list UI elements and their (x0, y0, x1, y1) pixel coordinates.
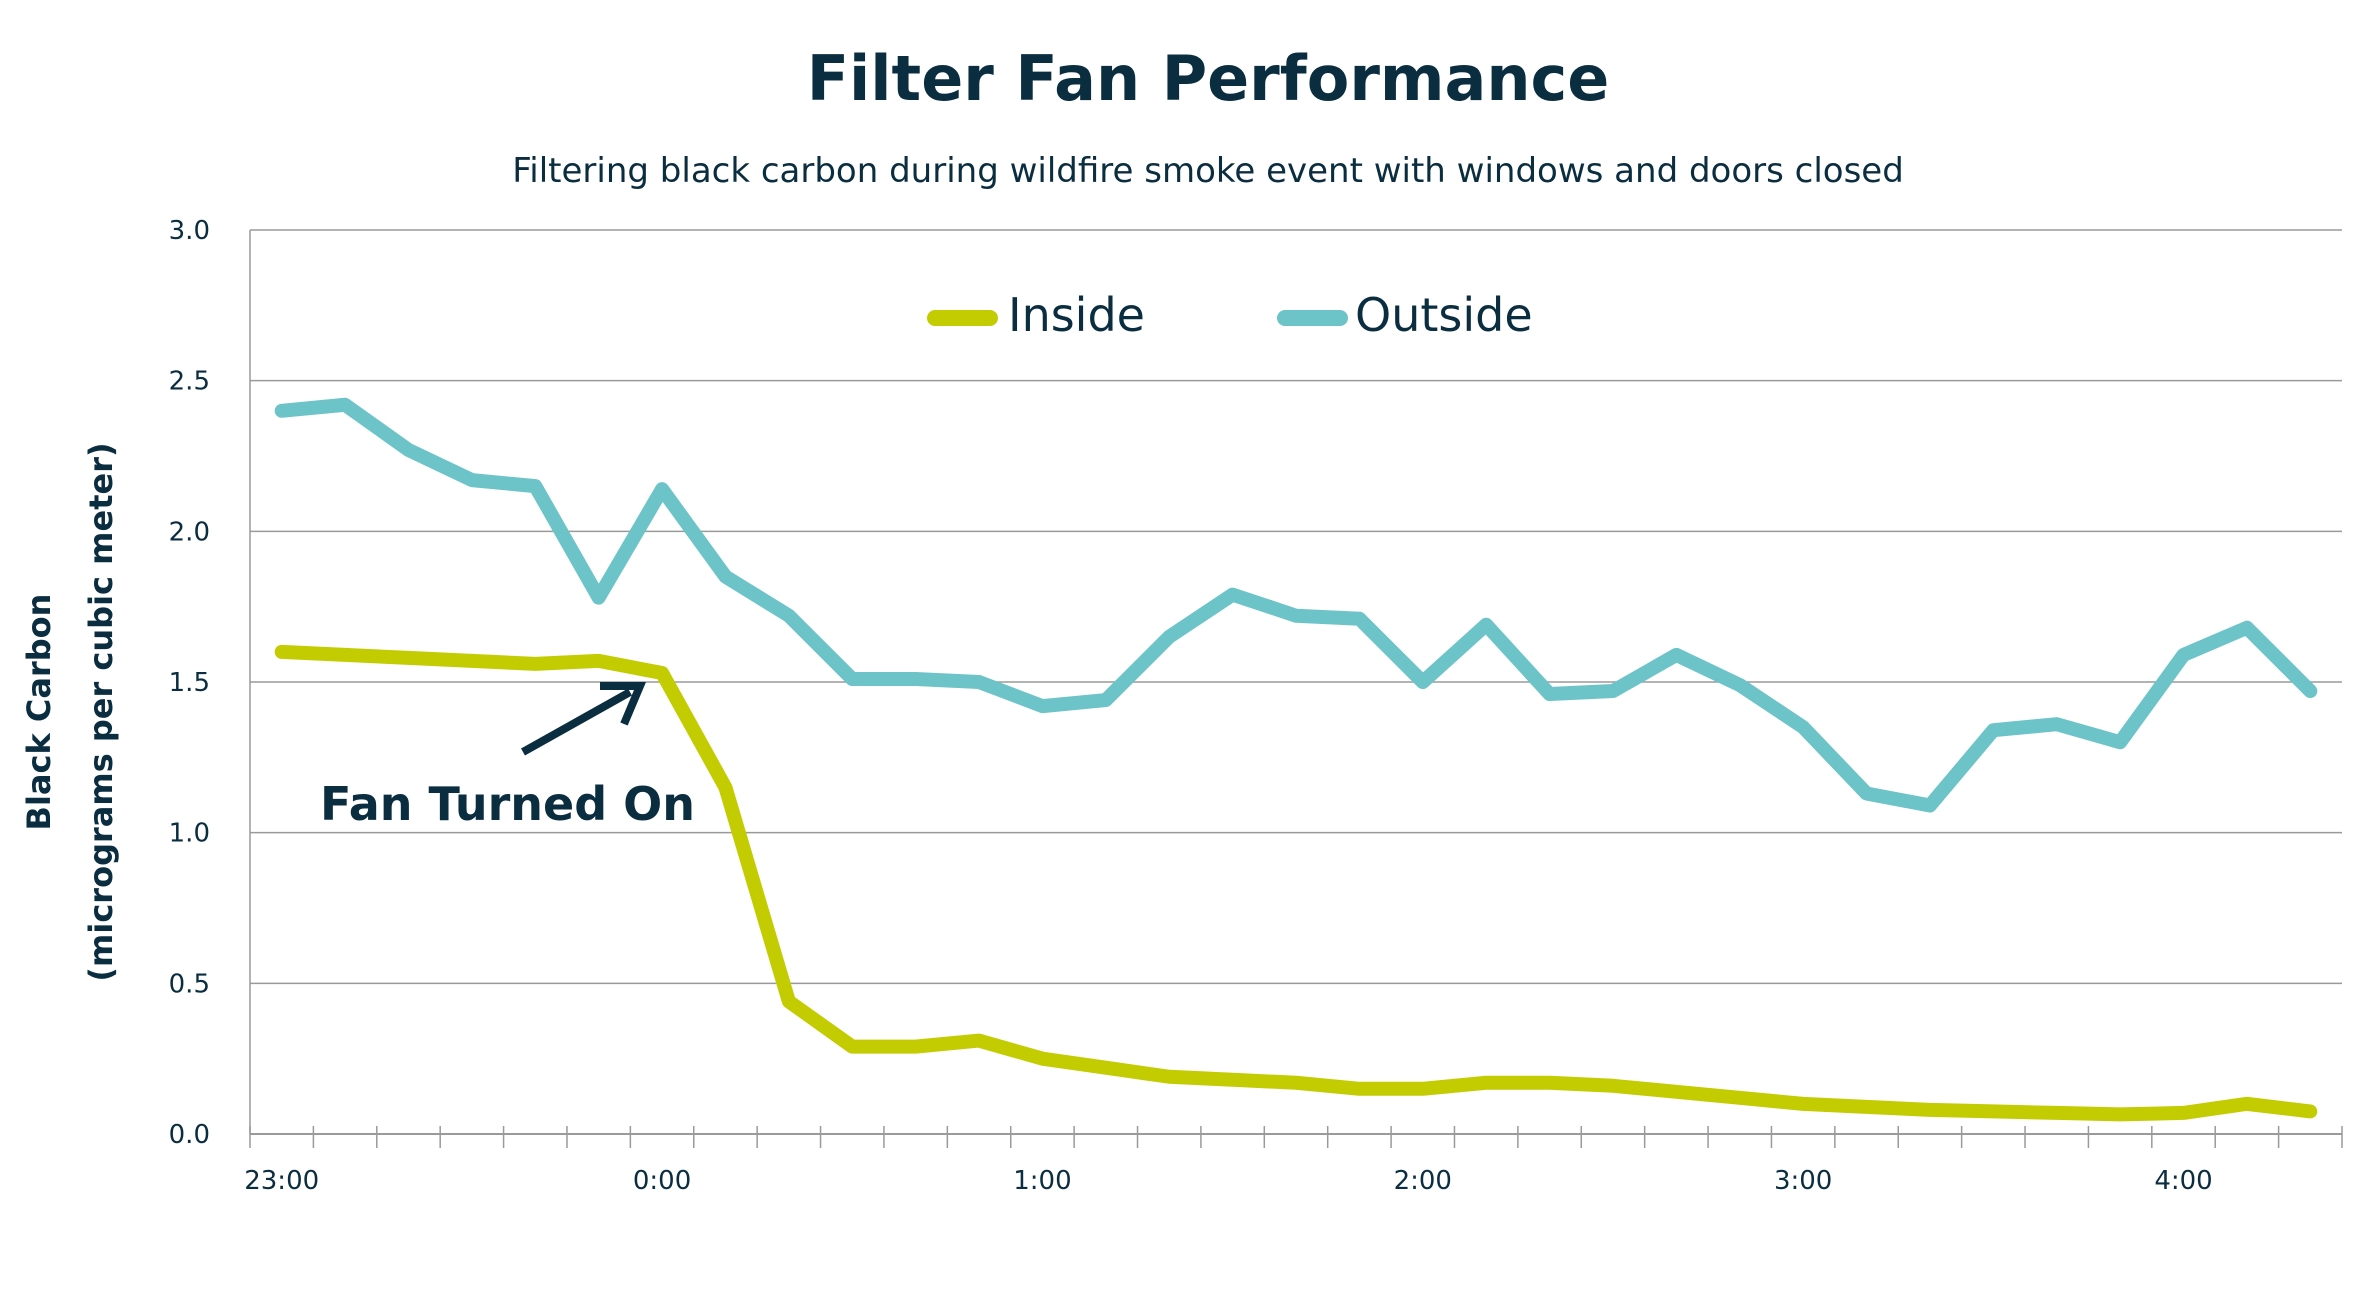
y-tick-label: 2.0 (169, 517, 210, 547)
data-point-inside (788, 1000, 790, 1002)
y-axis-title: Black Carbon (micrograms per cubic meter… (20, 442, 120, 981)
annotation-arrow (521, 688, 632, 756)
data-point-inside (1675, 1091, 1677, 1093)
data-point-outside (344, 404, 346, 406)
y-tick-label: 1.0 (169, 819, 210, 849)
data-point-outside (1866, 792, 1868, 794)
data-point-outside (1168, 636, 1170, 638)
data-point-outside (2056, 723, 2058, 725)
data-point-inside (281, 651, 283, 653)
data-point-inside (661, 672, 663, 674)
data-point-inside (344, 654, 346, 656)
data-point-outside (1485, 624, 1487, 626)
y-tick-label: 1.5 (169, 668, 210, 698)
data-point-outside (1232, 594, 1234, 596)
data-point-inside (1739, 1097, 1741, 1099)
data-point-outside (598, 597, 600, 599)
data-point-outside (661, 488, 663, 490)
data-point-outside (1929, 805, 1931, 807)
data-point-outside (471, 479, 473, 481)
data-point-inside (1041, 1058, 1043, 1060)
legend-label-inside: Inside (1008, 288, 1145, 342)
data-point-outside (2183, 654, 2185, 656)
data-point-inside (1358, 1088, 1360, 1090)
data-point-outside (1358, 618, 1360, 620)
data-point-inside (2183, 1112, 2185, 1114)
data-point-outside (915, 678, 917, 680)
data-point-outside (788, 615, 790, 617)
y-tick-label: 0.0 (169, 1120, 210, 1150)
y-tick-label: 0.5 (169, 969, 210, 999)
legend-label-outside: Outside (1355, 288, 1533, 342)
data-point-outside (2119, 741, 2121, 743)
data-point-inside (534, 663, 536, 665)
data-point-outside (1675, 654, 1677, 656)
data-point-outside (1739, 684, 1741, 686)
data-point-outside (407, 449, 409, 451)
data-point-outside (1041, 705, 1043, 707)
legend: Inside Outside (927, 288, 1533, 342)
x-tick-label: 3:00 (1774, 1166, 1832, 1196)
data-point-inside (2119, 1113, 2121, 1115)
data-point-outside (978, 681, 980, 683)
data-point-inside (471, 660, 473, 662)
data-point-outside (1105, 699, 1107, 701)
data-point-outside (281, 410, 283, 412)
data-point-inside (1105, 1067, 1107, 1069)
data-point-inside (1866, 1106, 1868, 1108)
data-point-inside (2309, 1110, 2311, 1112)
data-point-inside (1802, 1103, 1804, 1105)
series-lines (274, 397, 2318, 1122)
chart-title: Filter Fan Performance (807, 42, 1610, 115)
data-point-inside (1422, 1088, 1424, 1090)
data-point-inside (915, 1046, 917, 1048)
data-point-inside (1168, 1076, 1170, 1078)
data-point-outside (1802, 726, 1804, 728)
x-tick-label: 0:00 (633, 1166, 691, 1196)
data-point-outside (724, 576, 726, 578)
x-tick-label: 4:00 (2154, 1166, 2212, 1196)
data-point-outside (1549, 693, 1551, 695)
data-point-outside (534, 485, 536, 487)
data-point-inside (851, 1046, 853, 1048)
arrow-head-icon (600, 682, 647, 726)
data-point-inside (1612, 1085, 1614, 1087)
data-point-inside (598, 660, 600, 662)
series-line-outside (274, 397, 2318, 813)
data-point-inside (724, 786, 726, 788)
x-tick-label: 2:00 (1394, 1166, 1452, 1196)
data-point-outside (851, 678, 853, 680)
data-point-outside (2246, 627, 2248, 629)
annotation-text: Fan Turned On (320, 777, 695, 831)
x-tick-label: 23:00 (244, 1166, 319, 1196)
data-point-inside (1295, 1082, 1297, 1084)
y-axis-units: (micrograms per cubic meter) (82, 442, 120, 981)
chart-subtitle: Filtering black carbon during wildfire s… (512, 151, 1904, 191)
annotation-fan-turned-on: Fan Turned On (320, 682, 695, 831)
x-tick-label: 1:00 (1013, 1166, 1071, 1196)
data-point-outside (1612, 690, 1614, 692)
data-point-inside (2246, 1103, 2248, 1105)
y-tick-label: 2.5 (169, 367, 210, 397)
y-tick-labels: 0.0 0.5 1.0 1.5 2.0 2.5 3.0 (169, 216, 210, 1150)
data-point-inside (1992, 1110, 1994, 1112)
data-point-inside (1485, 1082, 1487, 1084)
data-point-inside (1549, 1082, 1551, 1084)
gridlines (249, 229, 2342, 1135)
data-point-outside (1422, 681, 1424, 683)
data-point-inside (978, 1040, 980, 1042)
data-point-inside (1232, 1079, 1234, 1081)
y-axis-label: Black Carbon (20, 594, 58, 831)
y-tick-label: 3.0 (169, 216, 210, 246)
data-point-inside (407, 657, 409, 659)
data-point-inside (1929, 1109, 1931, 1111)
data-point-inside (2056, 1112, 2058, 1114)
data-point-outside (1295, 615, 1297, 617)
data-point-outside (1992, 729, 1994, 731)
x-ticks: 23:00 0:00 1:00 2:00 3:00 4:00 (244, 1126, 2343, 1196)
data-point-outside (2309, 690, 2311, 692)
